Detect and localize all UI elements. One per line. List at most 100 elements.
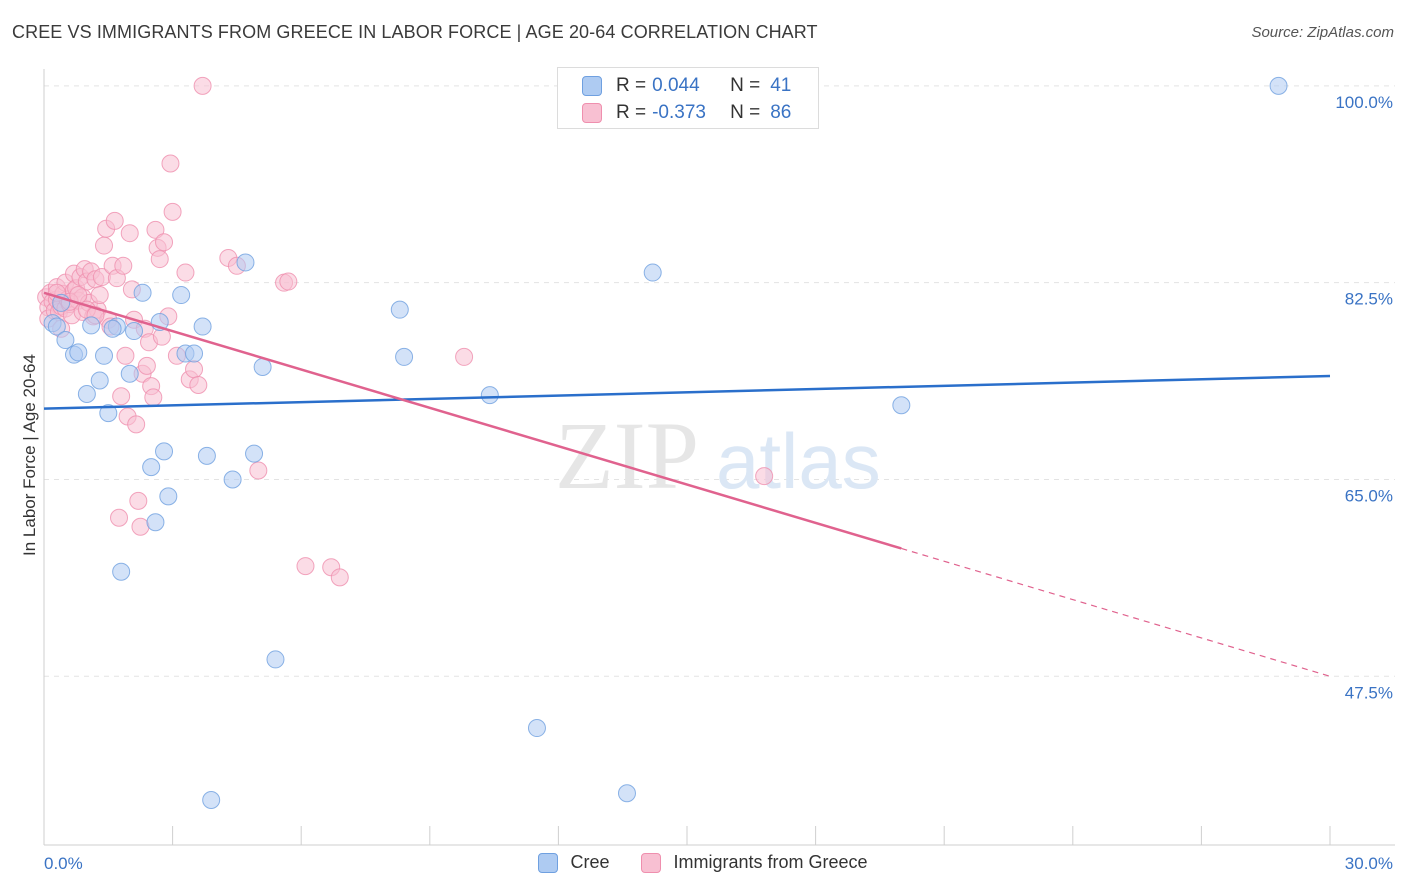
y-tick-label: 65.0% [1345, 486, 1393, 505]
greece-point [189, 376, 208, 395]
greece-point [296, 557, 315, 576]
cree-point [643, 263, 662, 282]
cree-point [527, 719, 546, 738]
greece-swatch [641, 852, 662, 873]
cree-point [69, 343, 88, 362]
watermark: ZIP atlas [555, 402, 881, 509]
greece-point [755, 467, 774, 486]
y-tick-label: 47.5% [1345, 683, 1393, 702]
cree-point [185, 344, 204, 363]
cree-point [155, 442, 174, 461]
greece-point [105, 211, 124, 230]
trend-line-greece [43, 291, 902, 550]
greece-point [146, 220, 165, 239]
chart-title: CREE VS IMMIGRANTS FROM GREECE IN LABOR … [12, 22, 818, 42]
greece-point [110, 508, 129, 527]
watermark-atlas: atlas [716, 417, 881, 505]
cree-point [223, 470, 242, 489]
greece-points [37, 76, 774, 587]
r-label: R = [616, 75, 647, 96]
greece-point [330, 568, 349, 587]
cree-point [47, 317, 66, 336]
cree-point [266, 650, 285, 669]
legend-label-cree: Cree [570, 852, 610, 872]
x-tick-label: 0.0% [44, 854, 83, 873]
x-tick-label: 30.0% [1345, 854, 1393, 873]
cree-point [480, 386, 499, 405]
greece-point [95, 236, 114, 255]
legend-label-greece: Immigrants from Greece [673, 852, 868, 872]
cree-point [56, 331, 75, 350]
cree-point [193, 317, 212, 336]
greece-point [176, 263, 195, 282]
greece-point [193, 76, 212, 95]
tick-labels: 100.0% 82.5% 65.0% 47.5% 0.0% 30.0% [44, 93, 1393, 873]
r-value: 0.044 [652, 75, 700, 96]
cree-point [82, 316, 101, 335]
r-label: R = [616, 102, 647, 123]
cree-point [159, 487, 178, 506]
greece-point [127, 415, 146, 434]
cree-point [146, 513, 165, 532]
legend-item-cree[interactable]: Cree [538, 852, 609, 873]
cree-point [99, 404, 118, 423]
greece-swatch [582, 103, 602, 123]
greece-point [129, 491, 148, 510]
legend-row-greece: R = -0.373 N = 86 [582, 100, 791, 126]
n-label: N = [730, 102, 761, 123]
series-legend: Cree Immigrants from Greece [0, 852, 1406, 873]
source-label: Source: ZipAtlas.com [1251, 24, 1394, 41]
legend-item-greece[interactable]: Immigrants from Greece [641, 852, 868, 873]
greece-point [116, 346, 135, 365]
cree-point [90, 371, 109, 390]
trend-line-cree [43, 374, 1331, 410]
greece-point [137, 356, 156, 375]
trend-lines [43, 291, 1331, 677]
cree-point [133, 283, 152, 302]
stats-legend: R = 0.044 N = 41 R = -0.373 N = 86 [557, 67, 819, 129]
greece-point [112, 387, 131, 406]
greece-point [90, 286, 109, 305]
n-value: 86 [770, 102, 792, 123]
greece-point [114, 256, 133, 275]
r-value: -0.373 [652, 102, 706, 123]
cree-point [77, 385, 96, 404]
greece-point [144, 388, 163, 407]
cree-swatch [538, 852, 559, 873]
cree-point [892, 396, 911, 415]
cree-point [125, 322, 144, 341]
axes [43, 69, 1395, 846]
n-label: N = [730, 75, 761, 96]
greece-point [120, 224, 139, 243]
trend-line-greece-extension [901, 547, 1331, 677]
n-value: 41 [770, 75, 792, 96]
cree-point [112, 562, 131, 581]
greece-point [161, 154, 180, 173]
cree-point [142, 458, 161, 477]
greece-point [163, 202, 182, 221]
greece-point [155, 233, 174, 252]
cree-point [236, 253, 255, 272]
greece-point [455, 347, 474, 366]
cree-point [103, 319, 122, 338]
greece-point [150, 250, 169, 269]
cree-point [395, 347, 414, 366]
cree-point [202, 791, 221, 810]
cree-point [197, 446, 216, 465]
cree-point [253, 358, 272, 377]
greece-point [131, 517, 150, 536]
cree-point [95, 346, 114, 365]
grid-lines [44, 85, 1395, 677]
y-tick-label: 100.0% [1335, 93, 1393, 112]
greece-point [249, 461, 268, 480]
cree-swatch [582, 76, 602, 96]
legend-row-cree: R = 0.044 N = 41 [582, 73, 791, 99]
cree-point [120, 364, 139, 383]
cree-point [172, 286, 191, 305]
y-tick-label: 82.5% [1345, 290, 1393, 309]
cree-points [43, 76, 1288, 810]
cree-point [1269, 76, 1288, 95]
cree-point [245, 444, 264, 463]
cree-point [617, 784, 636, 803]
